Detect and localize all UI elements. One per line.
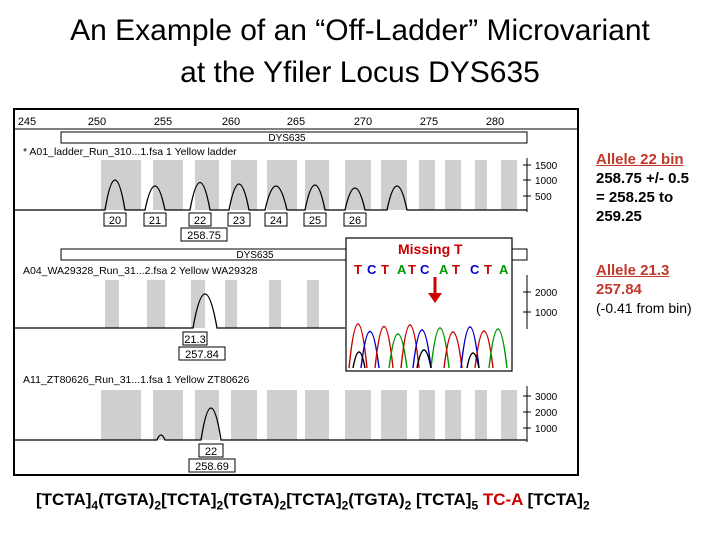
variant-motif: TC-A: [478, 490, 523, 509]
sample1-trace: [15, 293, 345, 329]
repeat-unit: (TGTA): [348, 490, 405, 509]
sample2-panel: A11_ZT80626_Run_31...1.fsa 1 Yellow ZT80…: [15, 374, 558, 473]
y-tick-label: 2000: [535, 408, 558, 419]
repeat-count: 2: [154, 498, 162, 513]
axis-tick-label: 255: [154, 116, 172, 128]
missing-t-arrow: [428, 277, 442, 303]
size-label: 258.69: [195, 461, 229, 473]
repeat-count: 5: [471, 498, 479, 513]
y-tick-label: 3000: [535, 392, 558, 403]
repeat-unit: [TCTA]: [36, 490, 92, 509]
ladder-trace: [15, 179, 527, 211]
sample2-call-labels: 22 258.69: [188, 443, 236, 473]
allele-21-3-note: Allele 21.3 257.84 (-0.41 from bin): [596, 261, 692, 318]
allele-22-range-end: 259.25: [596, 208, 642, 225]
y-tick-label: 1000: [535, 424, 558, 435]
repeat-unit: [TCTA]: [411, 490, 472, 509]
y-tick-label: 2000: [535, 288, 558, 299]
repeat-unit: [TCTA]: [522, 490, 583, 509]
allele-label: 20: [109, 215, 121, 227]
ladder-allele-labels: 20 21 22 23 24 25 26 258.75: [103, 212, 367, 242]
allele-22-range-start: = 258.25 to: [596, 189, 674, 206]
locus-label: DYS635: [268, 133, 306, 144]
allele-22-note: Allele 22 bin 258.75 +/- 0.5 = 258.25 to…: [596, 150, 689, 226]
axis-tick-label: 265: [287, 116, 305, 128]
slide-title-line1: An Example of an “Off-Ladder” Microvaria…: [70, 14, 650, 47]
size-axis: 245 250 255 260 265 270 275 280: [18, 116, 504, 128]
allele-label: 23: [233, 215, 245, 227]
sample1-panel: DYS635 A04_WA29328_Run_31...2.fsa 2 Yell…: [15, 248, 558, 361]
allele-label: 24: [270, 215, 282, 227]
y-tick-label: 1000: [535, 308, 558, 319]
axis-tick-label: 260: [222, 116, 240, 128]
axis-tick-label: 250: [88, 116, 106, 128]
base-call: T: [452, 262, 460, 277]
allele-label: 25: [309, 215, 321, 227]
ladder-y-axis: 1500 1000 500: [523, 161, 558, 203]
y-tick-label: 1500: [535, 161, 558, 172]
repeat-count: 2: [582, 498, 590, 513]
axis-tick-label: 245: [18, 116, 36, 128]
size-label: 258.75: [187, 230, 221, 242]
locus-label: DYS635: [236, 250, 274, 261]
base-call: C: [420, 262, 430, 277]
slide-title-line2: at the Yfiler Locus DYS635: [180, 56, 540, 89]
sample2-y-axis: 3000 2000 1000: [523, 392, 558, 435]
repeat-unit: [TCTA]: [161, 490, 217, 509]
repeat-count: 2: [341, 498, 349, 513]
y-tick-label: 500: [535, 192, 552, 203]
sequence-inset: Missing T T C T A T C A T C T A: [345, 237, 513, 372]
base-call: T: [354, 262, 362, 277]
repeat-unit: [TCTA]: [286, 490, 342, 509]
base-call: A: [499, 262, 509, 277]
repeat-unit: (TGTA): [223, 490, 280, 509]
base-call: C: [470, 262, 480, 277]
allele-22-title: Allele 22 bin: [596, 151, 684, 168]
electropherogram-panel: 245 250 255 260 265 270 275 280 DYS635 *…: [13, 108, 579, 476]
repeat-count: 2: [404, 498, 412, 513]
sample1-file-label: A04_WA29328_Run_31...2.fsa 2 Yellow WA29…: [23, 265, 258, 277]
base-call: A: [397, 262, 407, 277]
allele-label: 22: [205, 446, 217, 458]
missing-t-label: Missing T: [398, 241, 463, 257]
repeat-structure: [TCTA]4(TGTA)2[TCTA]2(TGTA)2[TCTA]2(TGTA…: [36, 490, 590, 512]
sample1-y-axis: 2000 1000: [523, 288, 558, 319]
repeat-count: 2: [279, 498, 287, 513]
repeat-count: 2: [216, 498, 224, 513]
ladder-file-label: * A01_ladder_Run_310...1.fsa 1 Yellow la…: [23, 146, 237, 158]
repeat-unit: (TGTA): [98, 490, 155, 509]
allele-21-3-title: Allele 21.3: [596, 262, 670, 279]
axis-tick-label: 280: [486, 116, 504, 128]
base-call: T: [484, 262, 492, 277]
axis-tick-label: 275: [420, 116, 438, 128]
ladder-panel: DYS635 * A01_ladder_Run_310...1.fsa 1 Ye…: [15, 131, 558, 242]
size-label: 257.84: [185, 349, 219, 361]
base-call: C: [367, 262, 377, 277]
sequence-traces: [348, 323, 508, 369]
base-call: T: [381, 262, 389, 277]
base-call: A: [439, 262, 449, 277]
sample2-file-label: A11_ZT80626_Run_31...1.fsa 1 Yellow ZT80…: [23, 374, 249, 386]
base-call: T: [408, 262, 416, 277]
y-tick-label: 1000: [535, 176, 558, 187]
sample1-call-labels: 21.3 257.84: [178, 331, 226, 361]
allele-22-range: 258.75 +/- 0.5: [596, 170, 689, 187]
allele-label: 22: [194, 215, 206, 227]
allele-label: 21.3: [184, 334, 205, 346]
axis-tick-label: 270: [354, 116, 372, 128]
allele-label: 26: [349, 215, 361, 227]
repeat-count: 4: [91, 498, 99, 513]
sample2-bins: [101, 390, 517, 440]
allele-label: 21: [149, 215, 161, 227]
sample2-trace: [15, 407, 527, 441]
allele-21-3-size: 257.84: [596, 281, 642, 298]
allele-21-3-diff: (-0.41 from bin): [596, 300, 692, 316]
base-calls: T C T A T C A T C T A: [354, 262, 509, 277]
